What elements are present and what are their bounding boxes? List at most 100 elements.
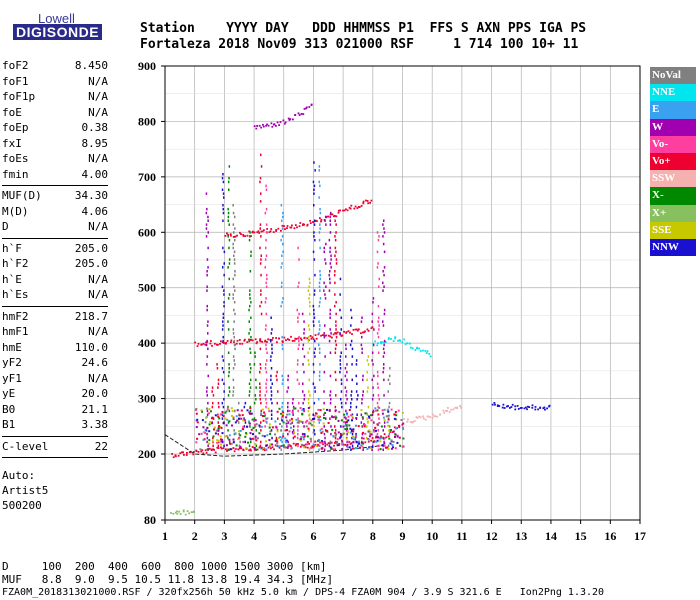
echo-streak-point xyxy=(383,339,386,343)
echo-band-point xyxy=(370,433,373,436)
echo-streak-point xyxy=(221,378,224,382)
echo-band-point xyxy=(276,430,279,433)
echo-streak-point xyxy=(298,312,300,316)
echo-point xyxy=(394,336,397,338)
param-label: MUF(D) xyxy=(2,189,42,202)
param-label: yE xyxy=(2,387,16,400)
echo-streak-point xyxy=(324,436,326,440)
echo-streak-point xyxy=(351,378,353,382)
echo-band-point xyxy=(312,420,315,423)
echo-band-point xyxy=(306,435,309,438)
echo-band-point xyxy=(266,417,269,420)
logo-text-digisonde: DIGISONDE xyxy=(13,24,103,40)
echo-point xyxy=(244,338,246,341)
echo-band-point xyxy=(364,412,367,415)
echo-streak-point xyxy=(296,363,299,366)
echo-point xyxy=(226,450,228,452)
echo-point xyxy=(334,332,336,334)
echo-band-point xyxy=(351,447,354,450)
echo-band-point xyxy=(294,407,297,410)
echo-point xyxy=(498,405,501,407)
echo-point xyxy=(531,406,534,409)
header-labels: Station YYYY DAY DDD HHMMSS P1 FFS S AXN… xyxy=(140,21,587,36)
echo-streak-point xyxy=(207,215,209,219)
echo-band-point xyxy=(369,446,372,449)
echo-streak-point xyxy=(270,386,272,389)
echo-streak-point xyxy=(234,215,236,219)
echo-band-point xyxy=(395,427,398,430)
echo-streak-point xyxy=(216,363,218,366)
echo-band-point xyxy=(297,420,300,423)
echo-streak-point xyxy=(334,293,336,296)
echo-band-point xyxy=(240,409,243,412)
echo-band-point xyxy=(392,446,394,449)
echo-streak-point xyxy=(206,258,209,261)
echo-point xyxy=(232,447,235,449)
echo-streak-point xyxy=(371,378,373,382)
echo-band-point xyxy=(387,410,390,413)
echo-point xyxy=(276,341,278,344)
echo-streak-point xyxy=(308,277,311,281)
echo-band-point xyxy=(287,445,290,448)
echo-band-point xyxy=(339,436,342,439)
param-value: 4.06 xyxy=(81,204,109,218)
echo-streak-point xyxy=(281,335,283,339)
echo-streak-point xyxy=(270,417,273,420)
echo-point xyxy=(227,233,229,236)
echo-streak-point xyxy=(217,432,219,436)
echo-band-point xyxy=(290,426,292,429)
echo-band-point xyxy=(229,442,231,445)
echo-band-point xyxy=(280,429,283,432)
echo-band-point xyxy=(225,410,228,413)
echo-streak-point xyxy=(280,238,282,242)
echo-band-point xyxy=(300,435,303,438)
echo-streak-point xyxy=(313,308,315,312)
echo-streak-point xyxy=(373,421,375,424)
echo-band-point xyxy=(269,430,272,433)
echo-point xyxy=(450,408,453,411)
echo-streak-point xyxy=(271,328,273,331)
echo-streak-point xyxy=(314,386,316,389)
echo-point xyxy=(320,334,322,337)
param-label: D xyxy=(2,220,9,233)
echo-point xyxy=(174,511,177,514)
echo-band-point xyxy=(261,446,264,449)
echo-streak-point xyxy=(223,301,225,304)
echo-streak-point xyxy=(377,448,380,451)
echo-band-point xyxy=(204,421,207,424)
echo-band-point xyxy=(329,440,332,443)
echo-streak-point xyxy=(271,351,273,354)
echo-streak-point xyxy=(250,250,252,254)
echo-band-point xyxy=(352,438,355,441)
echo-point xyxy=(172,512,175,515)
echo-point xyxy=(214,342,216,345)
echo-point xyxy=(343,330,346,333)
legend-item: SSE xyxy=(650,221,696,239)
echo-streak-point xyxy=(228,409,231,413)
echo-point xyxy=(548,404,551,407)
echo-streak-point xyxy=(255,386,257,389)
echo-band-point xyxy=(250,428,253,431)
echo-point xyxy=(301,224,304,226)
echo-streak-point xyxy=(217,386,219,389)
echo-band-point xyxy=(269,433,272,435)
echo-band-point xyxy=(349,427,352,430)
echo-band-point xyxy=(238,417,240,420)
echo-streak-point xyxy=(335,343,337,347)
echo-point xyxy=(175,455,177,458)
echo-band-point xyxy=(199,448,202,451)
legend: NoVal NNE E W Vo- Vo+ SSW X- X+ SSE NNW xyxy=(650,67,696,257)
echo-band-point xyxy=(301,409,304,412)
param-row: D N/A xyxy=(2,220,108,236)
echo-band-point xyxy=(241,414,244,417)
echo-streak-point xyxy=(243,425,246,428)
echo-streak-point xyxy=(265,238,267,242)
echo-streak-point xyxy=(260,312,263,316)
echo-point xyxy=(496,405,499,407)
echo-band-point xyxy=(380,436,383,439)
echo-band-point xyxy=(209,410,212,413)
echo-band-point xyxy=(374,409,377,412)
echo-band-point xyxy=(265,440,267,443)
echo-streak-point xyxy=(232,390,235,393)
echo-streak-point xyxy=(361,432,364,436)
